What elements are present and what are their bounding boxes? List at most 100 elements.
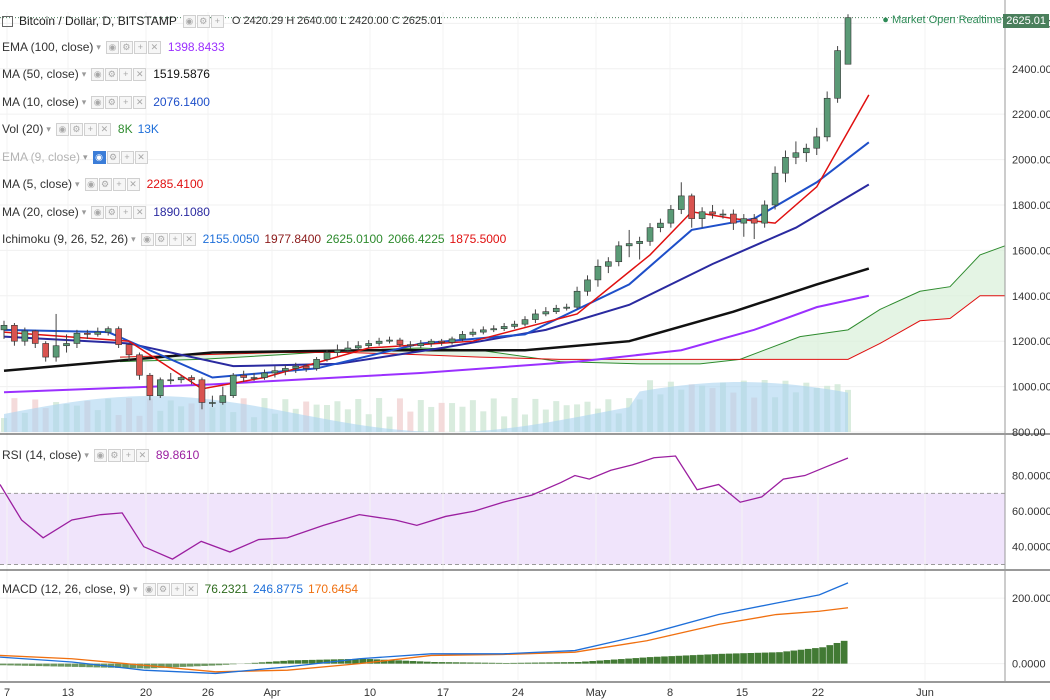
candle-body xyxy=(125,344,133,356)
macd-histogram-bar xyxy=(610,659,618,664)
add-icon[interactable]: + xyxy=(168,232,182,246)
eye-icon[interactable]: ◉ xyxy=(91,67,105,81)
settings-icon[interactable]: ⚙ xyxy=(196,14,210,28)
header-tools[interactable]: ◉ ⚙ + xyxy=(182,14,224,28)
add-icon[interactable]: + xyxy=(121,448,135,462)
macd-histogram-bar xyxy=(653,656,661,664)
x-tick-label: 26 xyxy=(202,687,214,699)
add-icon[interactable]: + xyxy=(83,122,97,136)
add-icon[interactable]: + xyxy=(133,40,147,54)
add-icon[interactable]: + xyxy=(119,95,133,109)
settings-icon[interactable]: ⚙ xyxy=(119,40,133,54)
indicator-tools[interactable]: ◉ ⚙ + ✕ xyxy=(91,95,147,109)
chevron-down-icon[interactable]: ▾ xyxy=(46,124,51,134)
candle-body xyxy=(730,213,737,224)
x-tick-label: 15 xyxy=(736,687,748,699)
settings-icon[interactable]: ⚙ xyxy=(107,448,121,462)
chevron-down-icon[interactable]: ▾ xyxy=(96,42,101,52)
eye-icon[interactable]: ◉ xyxy=(84,177,98,191)
volume-bar xyxy=(417,400,424,432)
add-icon[interactable]: + xyxy=(120,150,134,164)
settings-icon[interactable]: ⚙ xyxy=(154,232,168,246)
indicator-tools[interactable]: ◉ ⚙ + ✕ xyxy=(55,122,111,136)
volume-bar xyxy=(365,414,372,432)
indicator-tools[interactable]: ◉ ⚙ + ✕ xyxy=(92,150,148,164)
chevron-down-icon[interactable]: ▾ xyxy=(133,584,138,594)
settings-icon[interactable]: ⚙ xyxy=(105,205,119,219)
close-icon[interactable]: ✕ xyxy=(133,205,147,219)
collapse-icon[interactable] xyxy=(2,15,13,27)
add-icon[interactable]: + xyxy=(119,205,133,219)
indicator-tools[interactable]: ◉ ⚙ + ✕ xyxy=(91,67,147,81)
settings-icon[interactable]: ⚙ xyxy=(106,150,120,164)
candle-body xyxy=(73,332,81,344)
eye-icon[interactable]: ◉ xyxy=(92,150,106,164)
indicator-tools[interactable]: ◉ ⚙ + ✕ xyxy=(84,177,140,191)
candle-body xyxy=(31,330,39,344)
eye-icon[interactable]: ◉ xyxy=(91,205,105,219)
candle-body xyxy=(636,240,643,244)
eye-icon[interactable]: ◉ xyxy=(140,232,154,246)
volume-bar xyxy=(469,400,476,432)
close-icon[interactable]: ✕ xyxy=(133,67,147,81)
settings-icon[interactable]: ⚙ xyxy=(105,95,119,109)
close-icon[interactable]: ✕ xyxy=(184,582,198,596)
close-icon[interactable]: ✕ xyxy=(133,95,147,109)
macd-histogram-bar xyxy=(704,654,711,664)
macd-histogram-bar xyxy=(294,660,302,664)
eye-icon[interactable]: ◉ xyxy=(91,95,105,109)
candle-body xyxy=(657,222,664,228)
add-icon[interactable]: + xyxy=(119,67,133,81)
add-icon[interactable]: + xyxy=(112,177,126,191)
candle-body xyxy=(511,323,518,327)
macd-histogram-bar xyxy=(697,654,704,664)
close-icon[interactable]: ✕ xyxy=(135,448,149,462)
chevron-down-icon[interactable]: ▾ xyxy=(131,234,136,244)
macd-histogram-bar xyxy=(416,661,424,664)
close-icon[interactable]: ✕ xyxy=(147,40,161,54)
eye-icon[interactable]: ◉ xyxy=(93,448,107,462)
candle-body xyxy=(605,261,612,267)
settings-icon[interactable]: ⚙ xyxy=(69,122,83,136)
macd-histogram-bar xyxy=(740,653,747,664)
x-tick-label: 7 xyxy=(4,687,10,699)
candle-body xyxy=(573,290,581,308)
chevron-down-icon[interactable]: ▾ xyxy=(83,152,88,162)
chevron-down-icon[interactable]: ▾ xyxy=(81,69,87,79)
eye-icon[interactable]: ◉ xyxy=(55,122,69,136)
settings-icon[interactable]: ⚙ xyxy=(98,177,112,191)
chevron-down-icon[interactable]: ▾ xyxy=(81,97,87,107)
chevron-down-icon[interactable]: ▾ xyxy=(81,207,87,217)
close-icon[interactable]: ✕ xyxy=(182,232,196,246)
macd-histogram-bar xyxy=(467,662,474,664)
candlesticks[interactable] xyxy=(0,14,852,410)
indicator-tools[interactable]: ◉ ⚙ + ✕ xyxy=(140,232,196,246)
indicator-tools[interactable]: ◉ ⚙ + ✕ xyxy=(105,40,161,54)
close-icon[interactable]: ✕ xyxy=(126,177,140,191)
chevron-down-icon[interactable]: ▾ xyxy=(84,450,89,460)
settings-icon[interactable]: ⚙ xyxy=(105,67,119,81)
close-icon[interactable]: ✕ xyxy=(134,150,148,164)
settings-icon[interactable]: ⚙ xyxy=(156,582,170,596)
macd-histogram-bar xyxy=(761,652,769,664)
macd-histogram-bar xyxy=(21,663,29,666)
candle-body xyxy=(375,340,383,344)
chevron-down-icon[interactable]: ▾ xyxy=(75,179,80,189)
ma-20-line xyxy=(3,183,870,368)
indicator-value: 2066.4225 xyxy=(387,232,445,246)
close-icon[interactable]: ✕ xyxy=(97,122,111,136)
volume-bar xyxy=(428,406,435,432)
macd-histogram-bar xyxy=(833,642,841,664)
indicator-tools[interactable]: ◉ ⚙ + ✕ xyxy=(91,205,147,219)
eye-icon[interactable]: ◉ xyxy=(105,40,119,54)
x-tick-label: 8 xyxy=(667,687,673,699)
candle-body xyxy=(480,329,487,333)
add-icon[interactable]: + xyxy=(210,14,224,28)
rsi-tools[interactable]: ◉ ⚙ + ✕ xyxy=(93,448,149,462)
add-icon[interactable]: + xyxy=(170,582,184,596)
eye-icon[interactable]: ◉ xyxy=(182,14,196,28)
eye-icon[interactable]: ◉ xyxy=(142,582,156,596)
candle-body xyxy=(240,374,247,378)
macd-tools[interactable]: ◉ ⚙ + ✕ xyxy=(142,582,198,596)
